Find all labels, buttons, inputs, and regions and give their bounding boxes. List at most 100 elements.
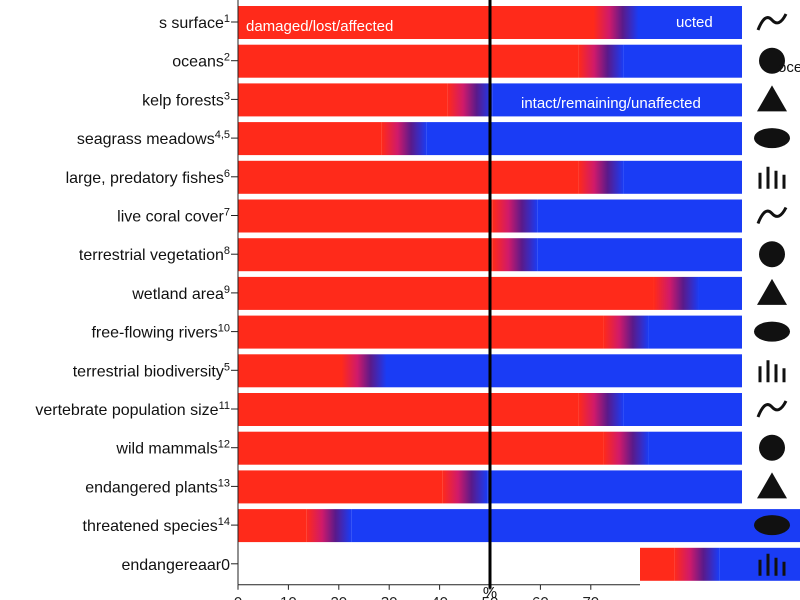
bar-transition-segment bbox=[381, 122, 427, 156]
bar-transition-segment bbox=[442, 470, 488, 504]
row-label: terrestrial biodiversity5 bbox=[73, 361, 230, 380]
bars-layer bbox=[238, 6, 800, 581]
bar-intact-segment bbox=[623, 160, 742, 194]
species-icon-shape bbox=[754, 515, 790, 536]
bar-damaged-segment bbox=[238, 160, 579, 194]
bar-damaged-segment bbox=[238, 6, 594, 39]
row-icons bbox=[754, 13, 790, 576]
ocean-icon-shape bbox=[759, 47, 785, 74]
bar-damaged-segment bbox=[238, 83, 448, 117]
bar-intact-segment bbox=[492, 83, 742, 117]
bar-intact-segment bbox=[623, 393, 742, 426]
bar-transition-segment bbox=[306, 509, 352, 543]
river-icon bbox=[754, 321, 790, 342]
seagrass-icon-shape bbox=[754, 128, 790, 149]
top-right-fragment-annotation: ucted bbox=[676, 14, 713, 31]
bar-row bbox=[238, 431, 742, 465]
row-label: vertebrate population size11 bbox=[35, 400, 230, 419]
plant-icon bbox=[758, 553, 786, 576]
tree-icon bbox=[759, 241, 785, 268]
rhino-icon bbox=[759, 434, 785, 461]
fish-icon-shape bbox=[758, 166, 786, 189]
bar-damaged-segment bbox=[238, 238, 493, 272]
bar-intact-segment bbox=[386, 354, 742, 388]
lotus-icon-shape bbox=[757, 472, 787, 499]
x-tick-label: 20 bbox=[330, 594, 347, 600]
bar-damaged-segment bbox=[238, 122, 382, 156]
x-tick-label: 70 bbox=[582, 594, 599, 600]
tree-icon-shape bbox=[759, 241, 785, 268]
bar-transition-segment bbox=[593, 6, 639, 39]
bar-damaged-segment bbox=[238, 431, 604, 465]
x-tick-label: 60 bbox=[532, 594, 549, 600]
bar-row bbox=[238, 44, 742, 78]
row-label: kelp forests3 bbox=[142, 90, 230, 109]
bar-transition-segment bbox=[603, 315, 649, 349]
bar-damaged-segment bbox=[238, 315, 604, 349]
seagrass-icon bbox=[754, 128, 790, 149]
bar-damaged-segment bbox=[238, 393, 579, 426]
row-label: terrestrial vegetation8 bbox=[79, 245, 230, 264]
plant-icon-shape bbox=[758, 553, 786, 576]
bar-row bbox=[238, 393, 742, 426]
bar-damaged-segment bbox=[238, 470, 443, 504]
bar-row bbox=[238, 6, 742, 39]
bar-damaged-segment bbox=[238, 354, 342, 388]
bar-intact-segment bbox=[426, 122, 742, 156]
bar-row bbox=[238, 315, 742, 349]
bar-transition-segment bbox=[578, 44, 624, 78]
bar-row bbox=[238, 199, 742, 233]
annotations: damaged/lost/affected intact/remaining/u… bbox=[246, 14, 800, 112]
wave-icon-shape bbox=[756, 13, 788, 31]
bar-row bbox=[238, 354, 742, 388]
wetland-icon bbox=[757, 278, 787, 305]
species-icon bbox=[754, 515, 790, 536]
bar-intact-segment bbox=[638, 6, 742, 39]
x-axis: 0 10 20 30 40 50 60 70 bbox=[234, 0, 640, 600]
row-label: free-flowing rivers10 bbox=[91, 323, 230, 342]
x-tick-label: 0 bbox=[234, 594, 242, 600]
row-label: large, predatory fishes6 bbox=[66, 168, 230, 187]
bar-intact-segment bbox=[623, 44, 742, 78]
rhino-icon-shape bbox=[759, 434, 785, 461]
bar-transition-segment bbox=[578, 160, 624, 194]
bar-damaged-segment bbox=[238, 276, 654, 310]
x-tick-label: 10 bbox=[280, 594, 297, 600]
intact-annotation: intact/remaining/unaffected bbox=[521, 95, 701, 112]
bar-intact-segment bbox=[487, 470, 742, 504]
bar-transition-segment bbox=[492, 238, 538, 272]
ocean-icon bbox=[759, 47, 785, 74]
bar-transition-segment bbox=[341, 354, 387, 388]
row-label: wetland area9 bbox=[131, 284, 230, 303]
bar-intact-segment bbox=[698, 276, 742, 310]
bar-row bbox=[238, 122, 742, 156]
damaged-annotation: damaged/lost/affected bbox=[246, 18, 393, 35]
biodiversity-icon bbox=[758, 360, 786, 383]
bar-intact-segment bbox=[648, 315, 742, 349]
bar-intact-segment bbox=[351, 509, 800, 543]
bar-damaged-segment bbox=[238, 199, 493, 233]
biodiversity-icon-shape bbox=[758, 360, 786, 383]
row-label: endangered plants13 bbox=[85, 477, 230, 496]
bar-transition-segment bbox=[578, 393, 624, 426]
bar-transition-segment bbox=[492, 199, 538, 233]
bar-intact-segment bbox=[648, 431, 742, 465]
x-axis-label: % bbox=[483, 585, 497, 600]
row-label: wild mammals12 bbox=[115, 439, 230, 458]
row-label: s surface1 bbox=[159, 13, 230, 32]
snake-icon-shape bbox=[756, 400, 788, 418]
bar-damaged-segment bbox=[640, 547, 675, 581]
river-icon-shape bbox=[754, 321, 790, 342]
bar-row bbox=[238, 470, 742, 504]
bar-row bbox=[238, 509, 800, 543]
row-label: threatened species14 bbox=[83, 516, 230, 535]
bar-intact-segment bbox=[537, 199, 742, 233]
bar-transition-segment bbox=[447, 83, 493, 117]
row-label: live coral cover7 bbox=[117, 207, 230, 226]
coral-icon bbox=[756, 206, 788, 225]
bar-damaged-segment bbox=[238, 44, 579, 78]
kelp-icon bbox=[757, 85, 787, 112]
bar-intact-segment bbox=[537, 238, 742, 272]
bar-row bbox=[238, 238, 742, 272]
